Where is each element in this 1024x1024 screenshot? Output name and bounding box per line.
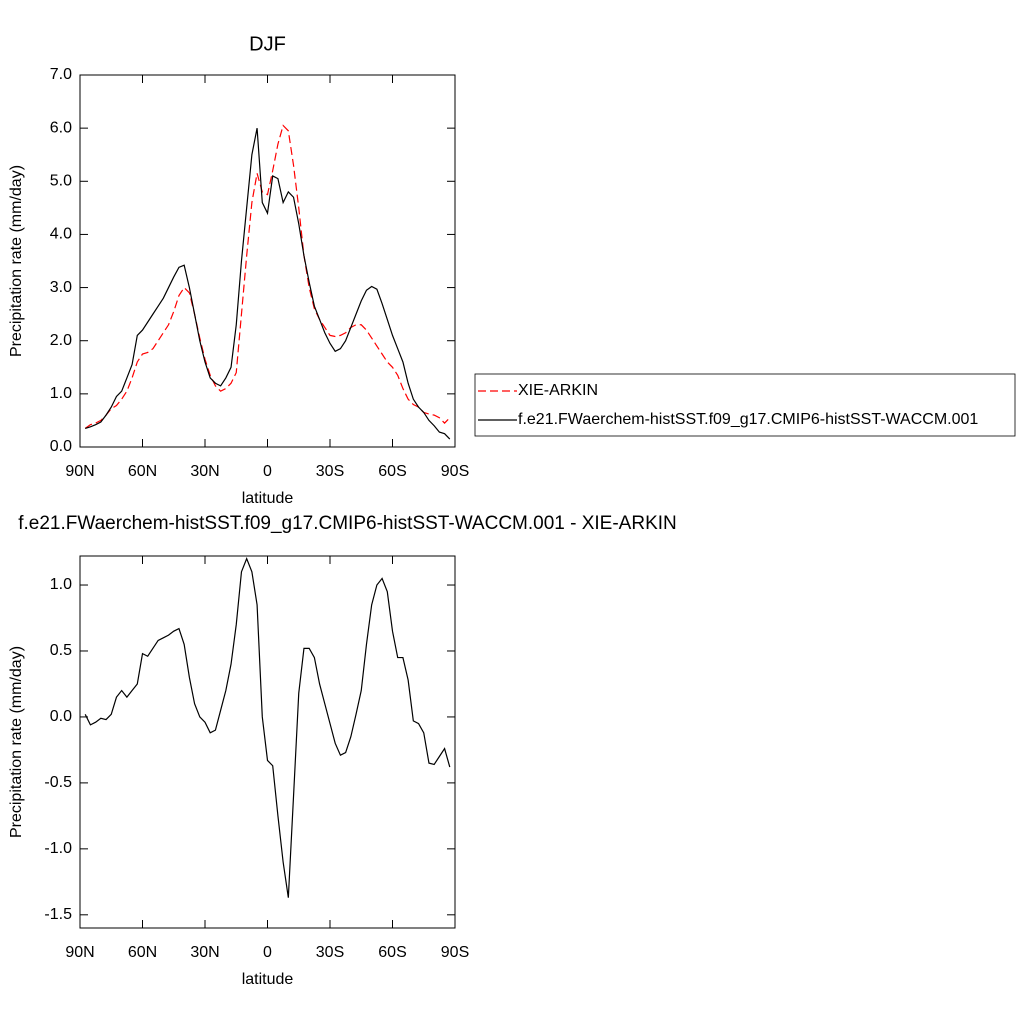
y-tick-label: 0.0 (50, 438, 72, 455)
legend-label: f.e21.FWaerchem-histSST.f09_g17.CMIP6-hi… (518, 411, 978, 428)
x-tick-label: 60S (378, 944, 406, 961)
y-tick-label: 3.0 (50, 279, 72, 296)
y-tick-label: 1.0 (50, 576, 72, 593)
y-tick-label: 0.5 (50, 642, 72, 659)
chart-title: f.e21.FWaerchem-histSST.f09_g17.CMIP6-hi… (18, 513, 677, 534)
chart-title: DJF (249, 33, 286, 55)
x-tick-label: 30S (316, 944, 344, 961)
y-tick-label: 2.0 (50, 332, 72, 349)
series-line (85, 128, 451, 440)
plot-frame (79, 555, 456, 929)
x-tick-label: 60S (378, 463, 406, 480)
x-tick-label: 0 (263, 944, 272, 961)
x-tick-label: 30S (316, 463, 344, 480)
x-axis-label: latitude (242, 490, 294, 507)
x-tick-label: 30N (190, 944, 219, 961)
y-tick-label: -0.5 (44, 774, 72, 791)
x-axis-label: latitude (242, 971, 294, 988)
y-tick-label: 7.0 (50, 66, 72, 83)
x-tick-label: 90S (441, 944, 469, 961)
x-tick-label: 0 (263, 463, 272, 480)
y-tick-label: 1.0 (50, 385, 72, 402)
y-tick-label: -1.5 (44, 906, 72, 923)
y-tick-label: 4.0 (50, 226, 72, 243)
y-tick-label: 5.0 (50, 173, 72, 190)
y-tick-label: -1.0 (44, 840, 72, 857)
y-tick-label: 6.0 (50, 119, 72, 136)
x-tick-label: 60N (128, 944, 157, 961)
plot-frame (79, 74, 456, 448)
x-tick-label: 90N (65, 944, 94, 961)
series-line (84, 124, 451, 429)
legend-label: XIE-ARKIN (518, 382, 598, 399)
y-axis-label: Precipitation rate (mm/day) (8, 165, 25, 357)
x-tick-label: 90N (65, 463, 94, 480)
x-tick-label: 30N (190, 463, 219, 480)
y-tick-label: 0.0 (50, 708, 72, 725)
series-line (84, 557, 451, 898)
x-tick-label: 60N (128, 463, 157, 480)
x-tick-label: 90S (441, 463, 469, 480)
y-axis-label: Precipitation rate (mm/day) (8, 646, 25, 838)
legend-box (474, 373, 1016, 437)
